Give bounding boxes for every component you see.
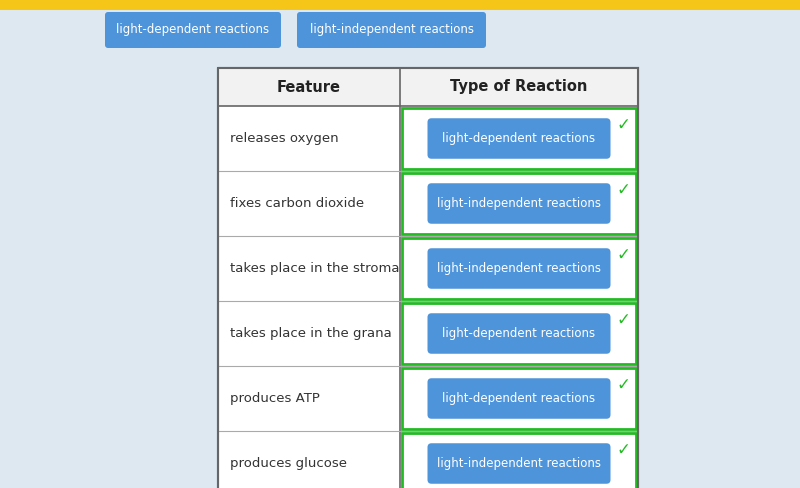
Bar	[218, 68, 638, 488]
Text: produces glucose: produces glucose	[230, 457, 347, 470]
Bar	[402, 108, 636, 169]
Bar	[402, 433, 636, 488]
FancyBboxPatch shape	[427, 118, 610, 159]
Text: light-independent reactions: light-independent reactions	[437, 457, 601, 470]
Bar	[402, 303, 636, 364]
Text: light-dependent reactions: light-dependent reactions	[117, 23, 270, 37]
Text: produces ATP: produces ATP	[230, 392, 320, 405]
Text: ✓: ✓	[616, 311, 630, 329]
Text: Feature: Feature	[277, 80, 341, 95]
Bar	[218, 68, 638, 106]
Text: light-dependent reactions: light-dependent reactions	[442, 327, 595, 340]
FancyBboxPatch shape	[427, 313, 610, 354]
Bar	[402, 238, 636, 299]
FancyBboxPatch shape	[427, 183, 610, 224]
Text: ✓: ✓	[616, 376, 630, 394]
Bar	[218, 68, 638, 488]
Text: light-independent reactions: light-independent reactions	[437, 197, 601, 210]
FancyBboxPatch shape	[297, 12, 486, 48]
Text: takes place in the stroma: takes place in the stroma	[230, 262, 399, 275]
Bar	[402, 368, 636, 429]
FancyBboxPatch shape	[105, 12, 281, 48]
Text: fixes carbon dioxide: fixes carbon dioxide	[230, 197, 364, 210]
Bar	[0, 0, 800, 10]
FancyBboxPatch shape	[427, 248, 610, 289]
Text: Type of Reaction: Type of Reaction	[450, 80, 588, 95]
FancyBboxPatch shape	[427, 378, 610, 419]
Text: light-dependent reactions: light-dependent reactions	[442, 392, 595, 405]
Text: ✓: ✓	[616, 181, 630, 199]
Bar	[402, 173, 636, 234]
Text: ✓: ✓	[616, 246, 630, 264]
Text: light-independent reactions: light-independent reactions	[437, 262, 601, 275]
Text: ✓: ✓	[616, 116, 630, 134]
Text: releases oxygen: releases oxygen	[230, 132, 338, 145]
Text: ✓: ✓	[616, 441, 630, 459]
Text: takes place in the grana: takes place in the grana	[230, 327, 392, 340]
FancyBboxPatch shape	[427, 443, 610, 484]
Text: light-independent reactions: light-independent reactions	[310, 23, 474, 37]
Text: light-dependent reactions: light-dependent reactions	[442, 132, 595, 145]
